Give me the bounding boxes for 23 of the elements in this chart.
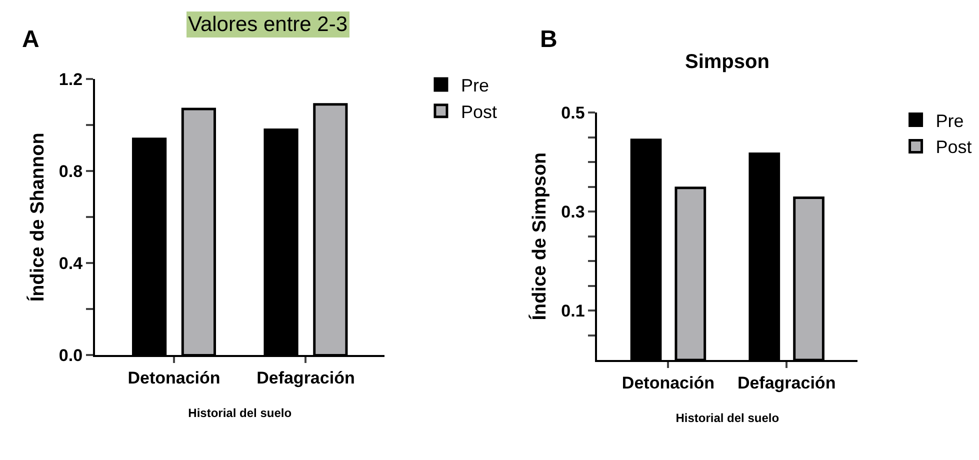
y-tick-label: 0.5: [561, 104, 585, 123]
text: B: [540, 26, 558, 53]
y-tick-label: 0.8: [58, 162, 83, 182]
legend-label: Post: [460, 102, 497, 122]
x-axis-title: Historial del suelo: [676, 410, 780, 425]
text: A: [22, 26, 40, 53]
y-tick-label: 0.1: [561, 302, 585, 321]
x-tick-label: Detonación: [128, 368, 220, 388]
y-tick-label: 0.0: [58, 346, 83, 366]
y-axis-title: Índice de Shannon: [26, 132, 48, 302]
y-tick-label: 0.4: [58, 254, 84, 274]
y-tick-label: 1.2: [58, 70, 83, 90]
legend-label: Post: [936, 137, 972, 158]
x-tick-label: Defagración: [256, 368, 355, 388]
legend-label: Pre: [936, 110, 964, 131]
chart-title: Simpson: [685, 51, 770, 73]
text: Valores entre 2-3: [188, 13, 348, 36]
x-tick-label: Detonación: [622, 373, 714, 392]
y-axis-title: Índice de Simpson: [528, 152, 550, 320]
legend-label: Pre: [460, 76, 489, 96]
x-tick-label: Defagración: [737, 373, 836, 392]
x-axis-title: Historial del suelo: [188, 406, 292, 420]
y-tick-label: 0.3: [561, 202, 585, 222]
